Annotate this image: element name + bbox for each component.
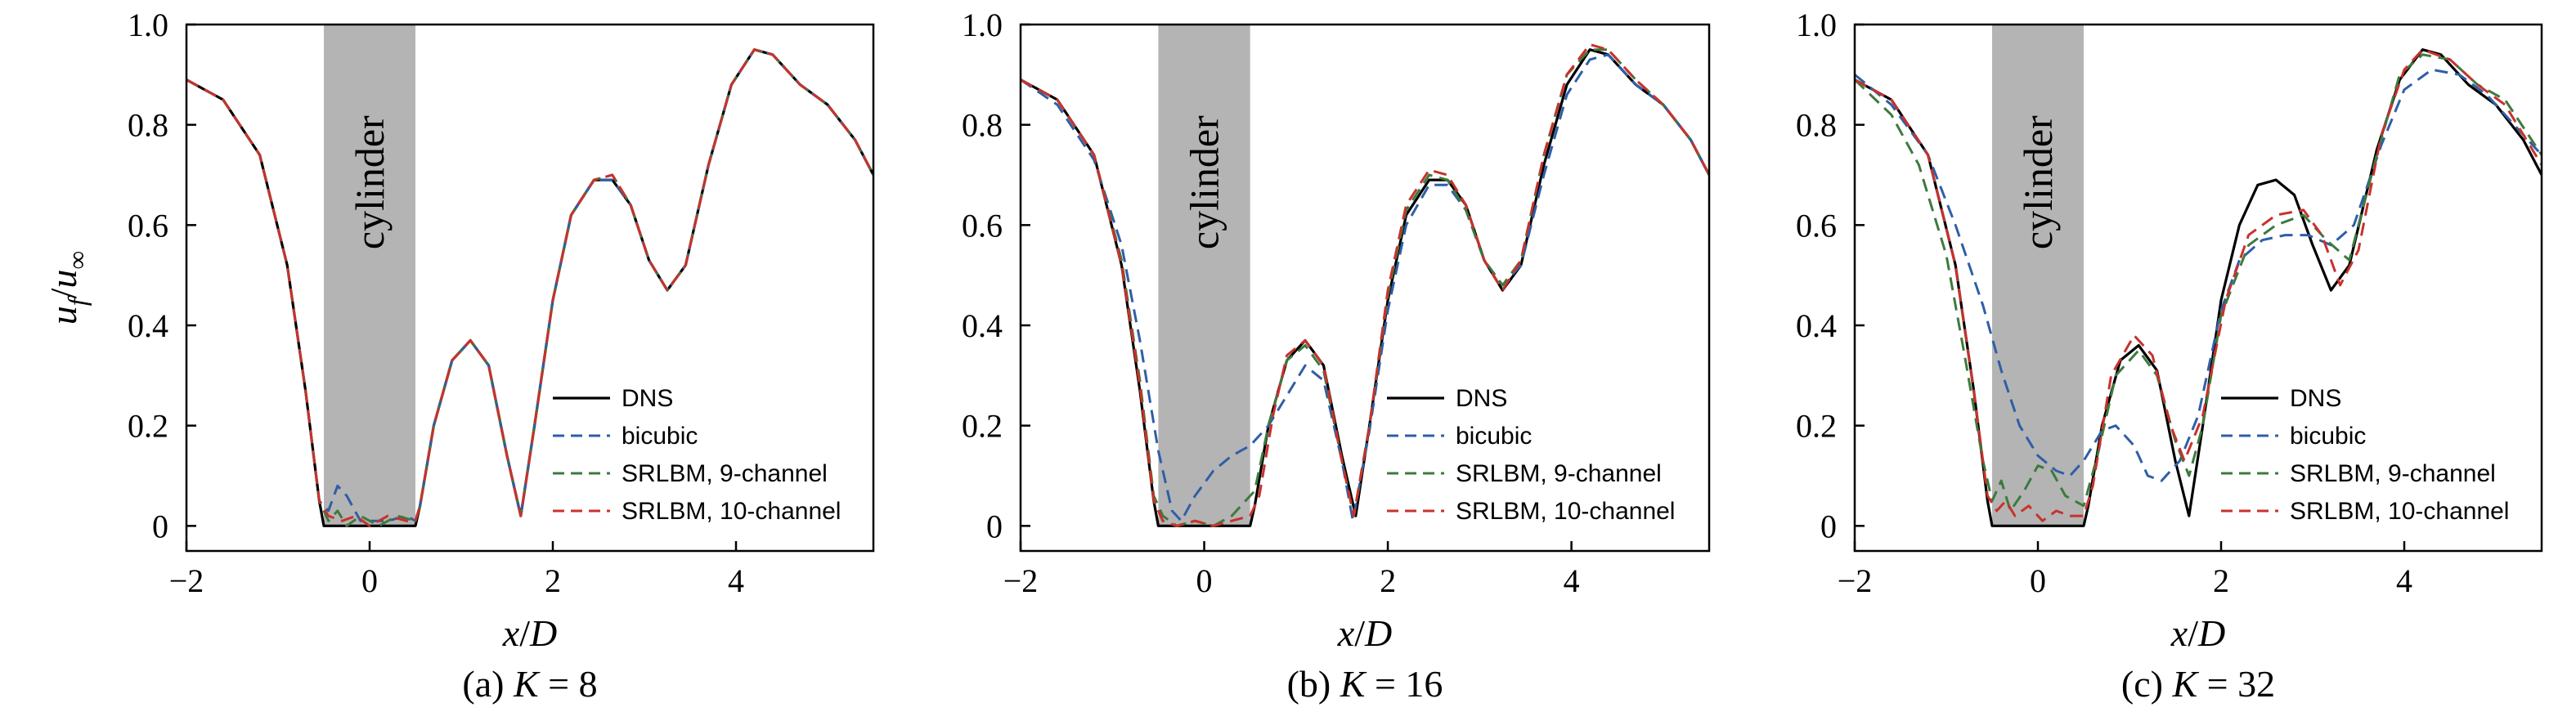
series-line-3 bbox=[1021, 43, 1709, 527]
legend-label: SRLBM, 10-channel bbox=[2290, 498, 2509, 525]
legend-label: SRLBM, 9-channel bbox=[622, 460, 828, 487]
panel-c: cylinder−2 0 2 400.20.40.60.81.0x/D(c) K = … bbox=[1796, 7, 2543, 705]
panel-caption: (b) K = 16 bbox=[1287, 663, 1443, 705]
y-tick-label: 0 bbox=[152, 508, 168, 544]
y-tick-label: 1.0 bbox=[1796, 7, 1837, 43]
legend-label: DNS bbox=[622, 385, 673, 412]
x-tick-label: 0 bbox=[361, 562, 378, 599]
x-tick-label: 0 bbox=[2030, 562, 2046, 599]
legend: DNS bicubic SRLBM, 9-channel SRLBM, 10-chan… bbox=[2221, 385, 2509, 525]
plot-frame bbox=[1019, 23, 1711, 553]
x-tick-label: −2 bbox=[1838, 562, 1873, 599]
x-tick-label: 2 bbox=[2213, 562, 2229, 599]
legend-label: DNS bbox=[1456, 385, 1507, 412]
series-line-2 bbox=[1855, 53, 2542, 513]
series-line-3 bbox=[1855, 48, 2542, 522]
x-tick-label: 4 bbox=[728, 562, 744, 599]
x-tick-label: 2 bbox=[1380, 562, 1396, 599]
x-tick-label: −2 bbox=[1003, 562, 1039, 599]
y-tick-label: 0.6 bbox=[962, 207, 1003, 244]
x-tick-label: 4 bbox=[2396, 562, 2412, 599]
y-tick-label: 0.2 bbox=[962, 408, 1003, 445]
legend-label: SRLBM, 9-channel bbox=[2290, 460, 2496, 487]
plot-frame bbox=[185, 23, 875, 553]
x-tick-label: 4 bbox=[1564, 562, 1580, 599]
x-axis-label: x/D bbox=[502, 612, 557, 654]
series-line-1 bbox=[1021, 53, 1709, 522]
y-tick-label: 0.2 bbox=[1796, 408, 1837, 445]
x-axis-label: x/D bbox=[1337, 612, 1392, 654]
legend-label: DNS bbox=[2290, 385, 2341, 412]
y-tick-label: 0 bbox=[1820, 508, 1837, 544]
cylinder-label: cylinder bbox=[347, 115, 393, 249]
series-line-3 bbox=[186, 48, 873, 527]
legend-label: bicubic bbox=[622, 423, 698, 450]
cylinder-band bbox=[324, 25, 415, 526]
cylinder-label: cylinder bbox=[2015, 115, 2061, 249]
y-tick-label: 0.8 bbox=[962, 107, 1003, 144]
cylinder-band bbox=[1158, 25, 1250, 526]
x-tick-label: 2 bbox=[545, 562, 561, 599]
x-tick-label: −2 bbox=[169, 562, 204, 599]
legend-label: SRLBM, 10-channel bbox=[622, 498, 841, 525]
y-tick-label: 0.4 bbox=[1796, 307, 1837, 344]
legend-label: bicubic bbox=[1456, 423, 1532, 450]
y-tick-label: 0.8 bbox=[1796, 107, 1837, 144]
y-tick-label: 1.0 bbox=[128, 7, 168, 43]
panel-b: cylinder−2 0 2 400.20.40.60.81.0x/D(b) K = … bbox=[962, 7, 1711, 705]
y-tick-label: 0 bbox=[986, 508, 1003, 544]
y-tick-label: 0.2 bbox=[128, 408, 168, 445]
y-tick-label: 0.6 bbox=[128, 207, 168, 244]
legend-label: SRLBM, 9-channel bbox=[1456, 460, 1662, 487]
cylinder-label: cylinder bbox=[1182, 115, 1227, 249]
panel-a: cylinder−2 0 2 400.20.40.60.81.0x/D(a) K = … bbox=[43, 7, 875, 705]
panel-caption: (c) K = 32 bbox=[2121, 663, 2275, 705]
y-tick-label: 0.6 bbox=[1796, 207, 1837, 244]
legend: DNS bicubic SRLBM, 9-channel SRLBM, 10-chan… bbox=[1387, 385, 1675, 525]
y-tick-label: 0.8 bbox=[128, 107, 168, 144]
plot-frame bbox=[1853, 23, 2543, 553]
y-tick-label: 1.0 bbox=[962, 7, 1003, 43]
legend: DNS bicubic SRLBM, 9-channel SRLBM, 10-chan… bbox=[553, 385, 841, 525]
panel-caption: (a) K = 8 bbox=[462, 663, 597, 705]
y-tick-label: 0.4 bbox=[128, 307, 168, 344]
legend-label: bicubic bbox=[2290, 423, 2366, 450]
x-tick-label: 0 bbox=[1196, 562, 1213, 599]
x-axis-label: x/D bbox=[2170, 612, 2225, 654]
legend-label: SRLBM, 10-channel bbox=[1456, 498, 1675, 525]
cylinder-band bbox=[1992, 25, 2084, 526]
y-tick-label: 0.4 bbox=[962, 307, 1003, 344]
y-axis-label: uf/u∞ bbox=[43, 251, 92, 325]
series-line-0 bbox=[1855, 48, 2542, 527]
